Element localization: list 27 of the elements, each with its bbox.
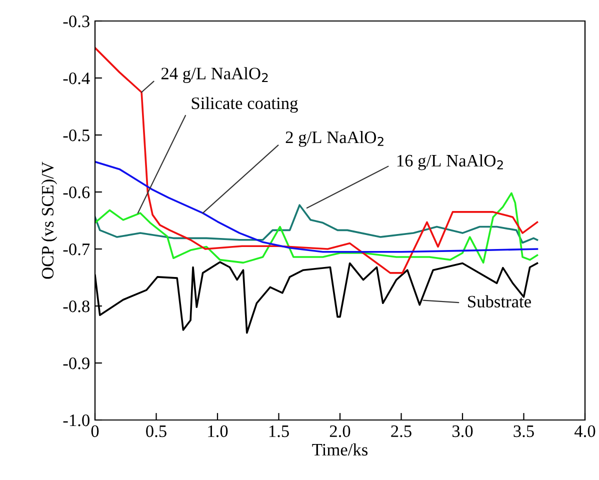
x-tick-label: 1.5 (269, 425, 289, 438)
y-tick-label: -0.7 (63, 243, 90, 256)
line-series (95, 192, 538, 264)
x-tick-label: 2.5 (391, 425, 412, 438)
x-tick-label: 2.0 (330, 425, 350, 438)
x-tick-label: 3.0 (452, 425, 473, 438)
annotation: 16 g/L NaAlO$_{2}$ (397, 154, 503, 170)
annotation: 24 g/L NaAlO$_{2}$ (161, 67, 268, 83)
y-tick-label: -0.8 (63, 300, 90, 312)
annotation: Silicate coating (192, 96, 298, 113)
x-axis-title: Time/ks (312, 443, 368, 456)
line-series (95, 46, 538, 274)
x-tick-label: 0.5 (146, 425, 166, 438)
y-tick-label: -0.6 (63, 186, 90, 198)
y-axis-title: OCP (vs SCE)/V (41, 162, 58, 279)
y-tick-label: -0.5 (63, 129, 90, 142)
annotation: Substrate (468, 295, 531, 308)
x-tick-label: 1.0 (208, 425, 228, 438)
y-tick-label: -0.4 (63, 72, 90, 84)
y-tick-label: -0.9 (63, 357, 90, 370)
y-tick-label: -0.3 (63, 15, 90, 28)
x-tick-label: 4.0 (574, 425, 596, 438)
y-tick-label: -1.0 (63, 414, 90, 426)
x-tick-label: 0 (91, 425, 99, 438)
line-series (95, 204, 538, 244)
x-tick-label: 3.5 (514, 425, 534, 438)
annotation: 2 g/L NaAlO$_{2}$ (286, 131, 384, 147)
